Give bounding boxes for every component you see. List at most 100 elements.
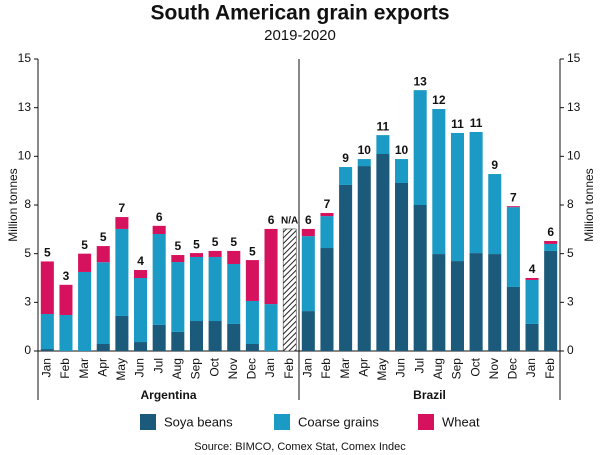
x-tick-label: Aug: [431, 358, 445, 379]
bar-segment: [134, 270, 148, 278]
bar-segment: [208, 256, 222, 322]
y2-tick-label: 10: [567, 149, 581, 163]
y-tick-label: 3: [24, 295, 31, 309]
bar-segment: [544, 250, 558, 351]
bar-segment: [152, 225, 166, 235]
bar-segment: [544, 241, 558, 244]
bar-segment: [189, 253, 203, 257]
bar-segment: [395, 159, 409, 184]
bar-segment: [152, 234, 166, 325]
y2-tick-label: 5: [567, 246, 574, 260]
x-tick-label: Apr: [95, 358, 109, 377]
y-tick-label: 8: [24, 197, 31, 211]
bar-segment: [301, 228, 315, 237]
bar-segment: [469, 253, 483, 351]
y-tick-label: 5: [24, 246, 31, 260]
value-label: 6: [156, 210, 163, 224]
x-tick-label: Nov: [226, 358, 240, 379]
bar-segment: [320, 212, 334, 217]
value-label: 5: [230, 235, 237, 249]
bar-segment: [171, 255, 185, 263]
bar-segment: [376, 153, 390, 351]
x-tick-label: Nov: [487, 358, 501, 379]
bar-segment: [245, 260, 259, 301]
x-tick-label: Jun: [394, 358, 408, 377]
value-label: 5: [44, 246, 51, 260]
bar-segment: [301, 236, 315, 312]
bar-segment: [432, 254, 446, 351]
y-axis-label: Million tonnes: [6, 168, 20, 241]
x-tick-label: Dec: [506, 358, 520, 379]
bar-segment: [59, 284, 73, 315]
bar-segment: [115, 315, 129, 351]
x-tick-label: Mar: [77, 358, 91, 379]
x-tick-label: Sep: [450, 358, 464, 380]
group-label: Argentina: [140, 388, 196, 402]
x-tick-label: May: [114, 358, 128, 381]
value-label: 7: [324, 197, 331, 211]
bar-segment: [96, 262, 110, 344]
y-tick-label: 13: [18, 100, 32, 114]
x-tick-label: Feb: [58, 358, 72, 379]
legend-label: Wheat: [442, 414, 480, 429]
x-tick-label: Jul: [412, 358, 426, 373]
x-tick-label: Jan: [300, 358, 314, 377]
bar-segment: [506, 206, 520, 208]
value-label: 5: [81, 238, 88, 252]
bar-segment: [339, 167, 353, 185]
value-label: 11: [377, 119, 390, 133]
bar-segment: [152, 324, 166, 351]
legend-swatch: [274, 414, 290, 430]
x-tick-label: Jul: [151, 358, 165, 373]
bar-segment: [264, 304, 278, 351]
y-tick-label: 10: [18, 149, 32, 163]
bar-segment: [40, 314, 54, 350]
x-tick-label: May: [375, 358, 389, 381]
bar-segment: [115, 217, 129, 229]
bar-segment: [488, 174, 502, 255]
bar-segment: [227, 250, 241, 264]
bar-segment: [450, 132, 464, 262]
value-label: 5: [249, 244, 256, 258]
y2-tick-label: 15: [567, 51, 581, 65]
bar-segment: [245, 300, 259, 344]
value-label: 10: [358, 143, 372, 157]
bar-segment: [59, 314, 73, 351]
y2-tick-label: 3: [567, 295, 574, 309]
bar-segment: [301, 311, 315, 351]
value-label: 6: [547, 225, 554, 239]
bar-segment: [189, 256, 203, 322]
value-label: 7: [510, 190, 517, 204]
bar-segment: [208, 250, 222, 257]
x-tick-label: Mar: [338, 358, 352, 379]
x-tick-label: Feb: [543, 358, 557, 379]
bar-segment: [413, 205, 427, 351]
legend-swatch: [140, 414, 156, 430]
chart-subtitle: 2019-2020: [264, 27, 336, 44]
value-label: 5: [212, 235, 219, 249]
y2-axis-label: Million tonnes: [582, 168, 596, 241]
value-label: 6: [268, 213, 275, 227]
x-tick-label: Oct: [207, 357, 221, 376]
y2-tick-label: 13: [567, 100, 581, 114]
value-label: 5: [174, 239, 181, 253]
bar-segment: [189, 321, 203, 351]
value-label: 4: [529, 262, 536, 276]
x-tick-label: Jun: [133, 358, 147, 377]
bar-segment: [413, 90, 427, 205]
bar-segment: [171, 262, 185, 332]
x-tick-label: Feb: [282, 358, 296, 379]
bar-segment: [134, 278, 148, 343]
bar-segment: [78, 271, 92, 351]
bar-segment: [208, 321, 222, 351]
bar-segment: [78, 253, 92, 272]
value-label: 11: [470, 116, 483, 130]
bar-segment: [115, 228, 129, 316]
value-label: 12: [432, 93, 446, 107]
bar-segment: [96, 246, 110, 263]
bar-segment: [506, 286, 520, 351]
bar-segment: [395, 183, 409, 351]
bar-segment: [432, 109, 446, 255]
value-label: 13: [413, 74, 427, 88]
